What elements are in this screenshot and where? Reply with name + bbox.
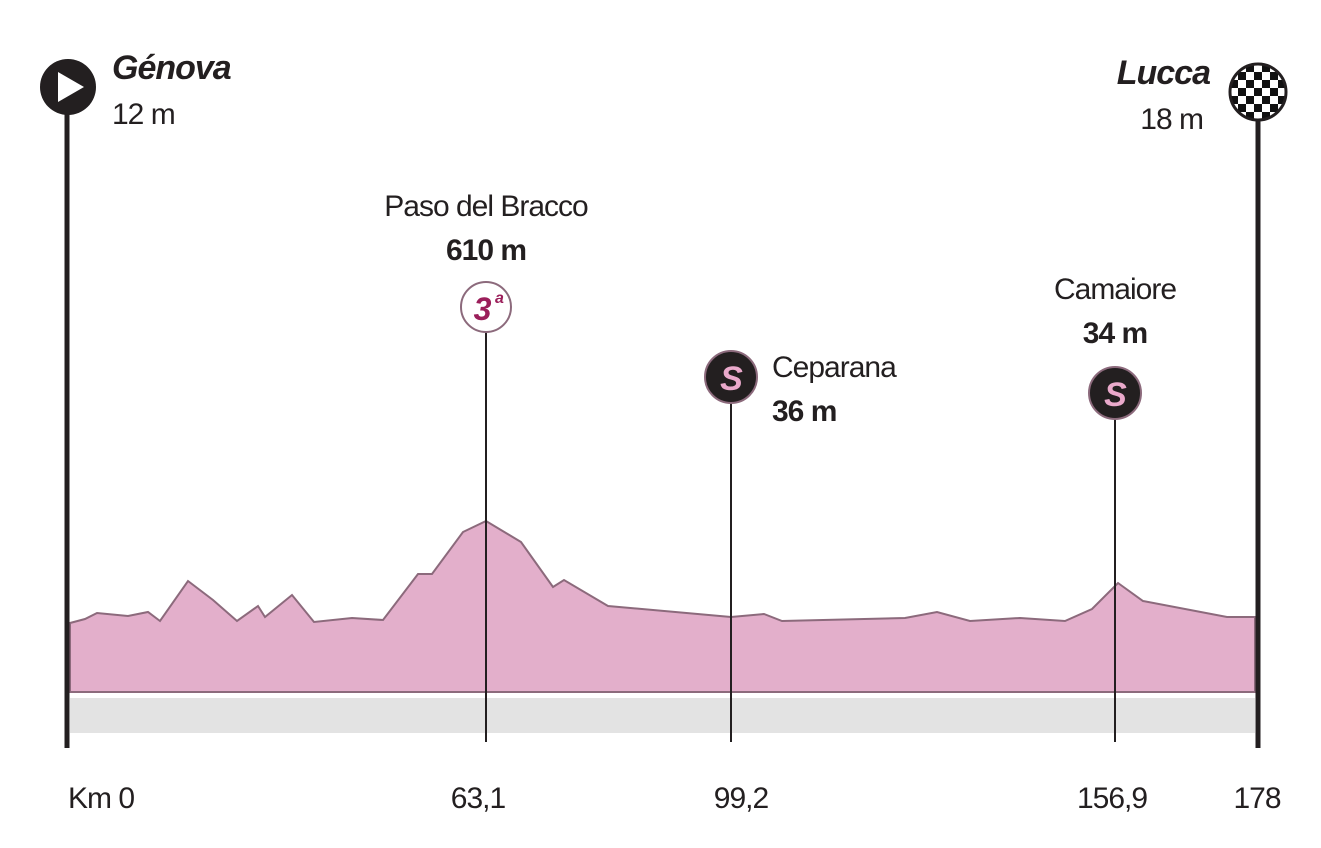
base-strip bbox=[70, 698, 1255, 733]
start-arrow bbox=[58, 72, 84, 102]
km-label: 63,1 bbox=[451, 782, 506, 815]
sprint-badge bbox=[704, 350, 758, 404]
km-label: 99,2 bbox=[714, 782, 769, 815]
finish-altitude: 18 m bbox=[1140, 103, 1203, 136]
climb-badge bbox=[460, 281, 512, 333]
sprint-name: Camaiore bbox=[1054, 273, 1176, 306]
sprint-badge-text: S bbox=[1104, 376, 1127, 414]
sprint-altitude: 36 m bbox=[772, 395, 836, 428]
km-label: 178 bbox=[1233, 782, 1280, 815]
start-altitude: 12 m bbox=[112, 98, 175, 131]
climb-category-suffix: a bbox=[495, 290, 504, 307]
start-name: Génova bbox=[112, 49, 231, 87]
climb-altitude: 610 m bbox=[446, 234, 526, 267]
sprint-badge bbox=[1088, 366, 1142, 420]
km-label: Km 0 bbox=[68, 782, 134, 815]
elevation-profile bbox=[69, 519, 1256, 693]
km-label: 156,9 bbox=[1077, 782, 1147, 815]
finish-icon bbox=[1228, 62, 1288, 122]
climb-name: Paso del Bracco bbox=[384, 190, 588, 223]
sprint-name: Ceparana bbox=[772, 351, 897, 384]
sprint-badge-text: S bbox=[720, 360, 743, 398]
sprint-altitude: 34 m bbox=[1083, 317, 1147, 350]
finish-flag bbox=[1230, 64, 1286, 120]
climb-category: 3 bbox=[474, 291, 492, 327]
finish-name: Lucca bbox=[1117, 54, 1210, 92]
